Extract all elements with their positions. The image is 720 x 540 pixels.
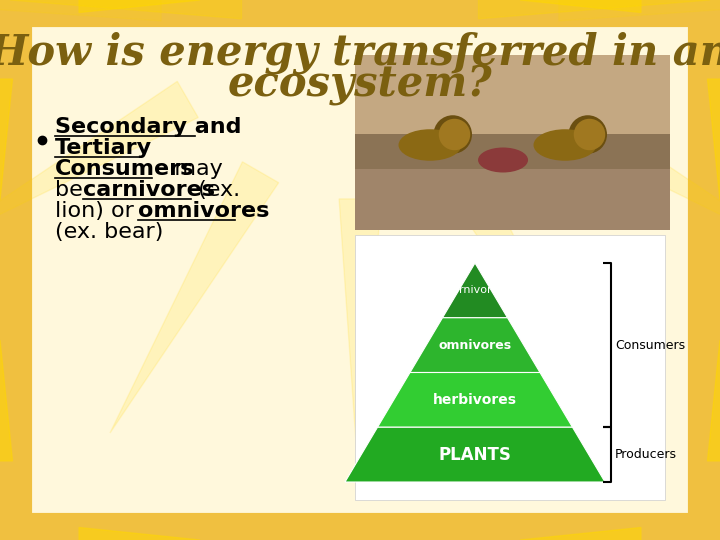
Polygon shape <box>339 199 381 500</box>
Text: lion) or: lion) or <box>55 201 141 221</box>
Text: omnivores: omnivores <box>138 201 269 221</box>
Text: herbivores: herbivores <box>433 393 517 407</box>
Circle shape <box>569 115 607 154</box>
Text: ecosystem?: ecosystem? <box>228 64 492 106</box>
Polygon shape <box>0 82 198 250</box>
Polygon shape <box>579 399 673 493</box>
Text: Consumers: Consumers <box>55 159 194 179</box>
Polygon shape <box>345 427 605 482</box>
Polygon shape <box>110 162 279 433</box>
Text: carnivores: carnivores <box>83 180 215 200</box>
Circle shape <box>438 119 470 150</box>
Polygon shape <box>431 71 608 247</box>
Text: carnivores: carnivores <box>446 285 504 295</box>
Circle shape <box>433 115 472 154</box>
Text: omnivores: omnivores <box>438 339 512 352</box>
Polygon shape <box>520 0 641 12</box>
Text: Producers: Producers <box>615 448 677 461</box>
Text: (ex.: (ex. <box>191 180 240 200</box>
Text: Tertiary: Tertiary <box>55 138 152 158</box>
Polygon shape <box>0 79 12 200</box>
Bar <box>355 55 670 230</box>
Polygon shape <box>112 71 289 247</box>
Text: Consumers: Consumers <box>615 339 685 352</box>
Polygon shape <box>479 0 710 19</box>
Polygon shape <box>0 340 12 461</box>
Text: (ex. bear): (ex. bear) <box>55 222 163 242</box>
Polygon shape <box>443 263 508 318</box>
Bar <box>355 55 670 134</box>
Polygon shape <box>79 0 200 12</box>
Polygon shape <box>559 0 720 21</box>
Text: - may: - may <box>152 159 223 179</box>
Text: How is energy transferred in an: How is energy transferred in an <box>0 32 720 74</box>
Polygon shape <box>579 47 673 141</box>
Polygon shape <box>10 0 241 19</box>
Polygon shape <box>0 0 161 21</box>
Bar <box>355 235 665 500</box>
Bar <box>355 168 670 230</box>
Polygon shape <box>522 82 720 250</box>
Polygon shape <box>520 528 641 540</box>
Text: PLANTS: PLANTS <box>438 446 511 464</box>
Circle shape <box>574 119 606 150</box>
Polygon shape <box>708 340 720 461</box>
Polygon shape <box>441 162 610 433</box>
Ellipse shape <box>534 129 596 161</box>
Polygon shape <box>341 118 379 350</box>
Text: Secondary and: Secondary and <box>55 117 241 137</box>
Polygon shape <box>377 373 572 427</box>
Ellipse shape <box>398 129 462 161</box>
Polygon shape <box>79 528 200 540</box>
Polygon shape <box>410 318 540 373</box>
Polygon shape <box>47 47 141 141</box>
Text: be: be <box>55 180 90 200</box>
Polygon shape <box>708 79 720 200</box>
Polygon shape <box>47 399 141 493</box>
Ellipse shape <box>478 147 528 172</box>
FancyBboxPatch shape <box>30 25 690 515</box>
